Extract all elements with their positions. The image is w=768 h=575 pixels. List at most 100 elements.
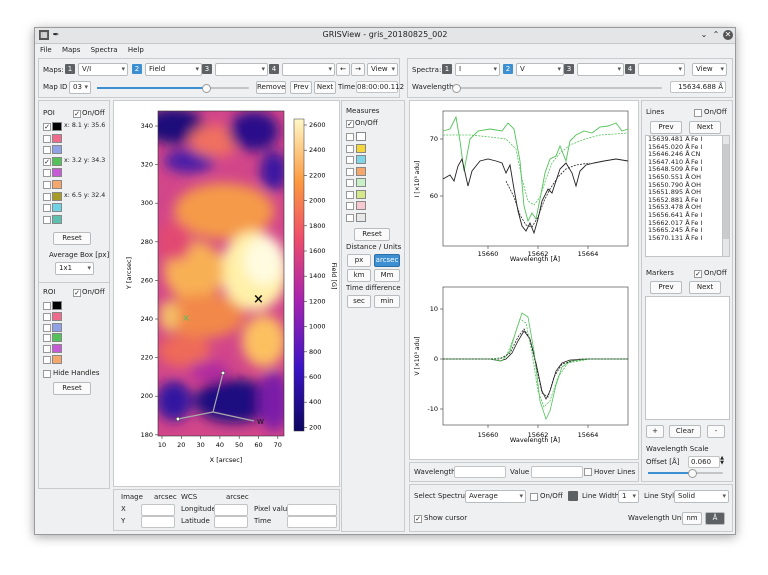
roi-color-swatch[interactable] bbox=[52, 333, 62, 343]
measure-checkbox[interactable] bbox=[346, 213, 354, 222]
lines-onoff-checkbox[interactable] bbox=[694, 109, 702, 117]
roi-color-swatch[interactable] bbox=[52, 301, 62, 310]
measure-checkbox[interactable] bbox=[346, 179, 354, 187]
poi-color-swatch[interactable] bbox=[52, 214, 62, 224]
poi-color-swatch[interactable] bbox=[52, 145, 62, 155]
spectra-slot-4-number[interactable]: 4 bbox=[625, 64, 635, 74]
map-id-slider-handle[interactable] bbox=[202, 84, 211, 93]
line-style-select[interactable]: Solid bbox=[674, 490, 729, 503]
add-marker-button[interactable]: + bbox=[646, 425, 664, 438]
roi-color-swatch[interactable] bbox=[52, 355, 62, 364]
measure-color-swatch[interactable] bbox=[356, 201, 366, 210]
spectra-slot-1-select[interactable]: I bbox=[455, 63, 500, 76]
next-map-arrow-button[interactable]: → bbox=[351, 63, 365, 76]
spectra-view-select[interactable]: View bbox=[692, 63, 727, 76]
measure-color-swatch[interactable] bbox=[356, 132, 366, 141]
poi-color-swatch[interactable] bbox=[52, 180, 62, 189]
measure-checkbox[interactable] bbox=[346, 190, 354, 199]
poi-color-swatch[interactable] bbox=[52, 156, 62, 166]
remove-marker-button[interactable]: - bbox=[707, 425, 725, 438]
prev-button[interactable]: Prev bbox=[290, 81, 312, 94]
wavelength-slider-handle[interactable] bbox=[452, 84, 461, 93]
spectral-line-item[interactable]: 15662.017 ÅFe I bbox=[648, 219, 725, 228]
wavelength-slider[interactable] bbox=[452, 84, 662, 93]
mm-unit-button[interactable]: Mm bbox=[374, 269, 400, 282]
roi-checkbox[interactable] bbox=[43, 302, 51, 310]
roi-handle[interactable] bbox=[220, 370, 226, 376]
arcsec-unit-button[interactable]: arcsec bbox=[374, 254, 400, 267]
offset-slider-handle[interactable] bbox=[688, 469, 697, 478]
nm-unit-button[interactable]: nm bbox=[682, 512, 702, 525]
spectral-line-item[interactable]: 15665.245 ÅFe I bbox=[648, 227, 725, 235]
offset-stepper-icon[interactable]: ▲ ▼ bbox=[720, 455, 724, 466]
roi-checkbox[interactable] bbox=[43, 334, 51, 343]
roi-color-swatch[interactable] bbox=[52, 322, 62, 332]
poi-checkbox[interactable] bbox=[43, 169, 51, 178]
measure-checkbox[interactable] bbox=[346, 167, 354, 176]
measure-color-swatch[interactable] bbox=[356, 166, 366, 176]
minimize-icon[interactable]: ⌄ bbox=[700, 30, 708, 39]
hide-handles-checkbox[interactable] bbox=[43, 370, 51, 378]
average-box-select[interactable]: 1x1 bbox=[55, 262, 94, 275]
spectral-line-item[interactable]: 15670.131 ÅFe I bbox=[648, 234, 725, 243]
roi-color-swatch[interactable] bbox=[52, 344, 62, 354]
km-unit-button[interactable]: km bbox=[347, 269, 371, 282]
map-slot-4-number[interactable]: 4 bbox=[269, 64, 279, 74]
spectral-line-item[interactable]: 15646.246 ÅCN bbox=[648, 151, 725, 159]
spectrum-onoff-checkbox[interactable] bbox=[530, 493, 538, 501]
poi-color-swatch[interactable] bbox=[52, 168, 62, 178]
poi-color-swatch[interactable] bbox=[52, 133, 62, 143]
sec-unit-button[interactable]: sec bbox=[347, 295, 371, 308]
line-color-swatch[interactable] bbox=[568, 491, 578, 501]
spectra-slot-2-number[interactable]: 2 bbox=[503, 64, 513, 74]
lines-scrollbar-thumb[interactable] bbox=[723, 144, 729, 239]
measure-checkbox[interactable] bbox=[346, 133, 354, 141]
maps-view-select[interactable]: View bbox=[367, 63, 398, 76]
poi-color-swatch[interactable] bbox=[52, 122, 62, 131]
markers-onoff-checkbox[interactable]: ✓ bbox=[694, 270, 702, 278]
poi-color-swatch[interactable] bbox=[52, 191, 62, 201]
select-spectrum-select[interactable]: Average bbox=[465, 490, 526, 503]
show-cursor-checkbox[interactable]: ✓ bbox=[414, 515, 422, 523]
roi-checkbox[interactable] bbox=[43, 356, 51, 364]
prev-map-arrow-button[interactable]: ← bbox=[336, 63, 350, 76]
remove-button[interactable]: Remove bbox=[256, 81, 286, 94]
maximize-icon[interactable]: ⌃ bbox=[712, 30, 720, 39]
roi-handle[interactable] bbox=[175, 416, 181, 422]
poi-checkbox[interactable] bbox=[43, 215, 51, 224]
spectral-line-item[interactable]: 15650.551 ÅOH bbox=[648, 173, 725, 182]
menu-file[interactable]: File bbox=[40, 46, 52, 54]
poi-checkbox[interactable]: ✓ bbox=[43, 157, 51, 166]
px-unit-button[interactable]: px bbox=[347, 254, 371, 267]
spectra-slot-2-select[interactable]: V bbox=[516, 63, 564, 76]
measures-reset-button[interactable]: Reset bbox=[354, 228, 390, 241]
line-width-select[interactable]: 1 bbox=[618, 490, 639, 503]
poi-onoff-checkbox[interactable]: ✓ bbox=[73, 110, 81, 118]
roi-color-swatch[interactable] bbox=[52, 311, 62, 321]
menu-help[interactable]: Help bbox=[127, 46, 144, 54]
markers-next-button[interactable]: Next bbox=[689, 281, 721, 294]
spectral-lines-list[interactable]: 15639.481 ÅFe I 15645.020 ÅFe I 15646.246 … bbox=[645, 135, 726, 257]
lines-scrollbar[interactable] bbox=[722, 135, 730, 257]
roi-checkbox[interactable] bbox=[43, 345, 51, 354]
measure-color-swatch[interactable] bbox=[356, 143, 366, 153]
map-id-select[interactable]: 03 bbox=[69, 81, 91, 94]
spectral-line-item[interactable]: 15652.881 ÅFe I bbox=[648, 196, 725, 205]
angstrom-unit-button[interactable]: Å bbox=[705, 512, 725, 525]
close-icon[interactable]: ✕ bbox=[723, 30, 733, 40]
lines-next-button[interactable]: Next bbox=[689, 121, 721, 134]
map-slot-4-select[interactable] bbox=[282, 63, 335, 76]
spectra-slot-1-number[interactable]: 1 bbox=[442, 64, 452, 74]
spectral-line-item[interactable]: 15656.641 ÅFe I bbox=[648, 211, 725, 220]
roi-checkbox[interactable] bbox=[43, 312, 51, 321]
map-plot[interactable]: × × W 340 320 300 280 260 240 220 200 180 10 20 30… bbox=[114, 101, 339, 486]
spectral-line-item[interactable]: 15639.481 ÅFe I bbox=[648, 136, 725, 144]
poi-checkbox[interactable]: ✓ bbox=[43, 123, 51, 131]
map-slot-1-select[interactable]: V/I bbox=[78, 63, 128, 76]
poi-checkbox[interactable] bbox=[43, 204, 51, 213]
measure-color-swatch[interactable] bbox=[356, 178, 366, 187]
spectral-line-item[interactable]: 15647.410 ÅFe I bbox=[648, 158, 725, 167]
measure-color-swatch[interactable] bbox=[356, 212, 366, 222]
spectra-slot-4-select[interactable] bbox=[638, 63, 685, 76]
pin-icon[interactable]: ✒ bbox=[52, 30, 60, 39]
